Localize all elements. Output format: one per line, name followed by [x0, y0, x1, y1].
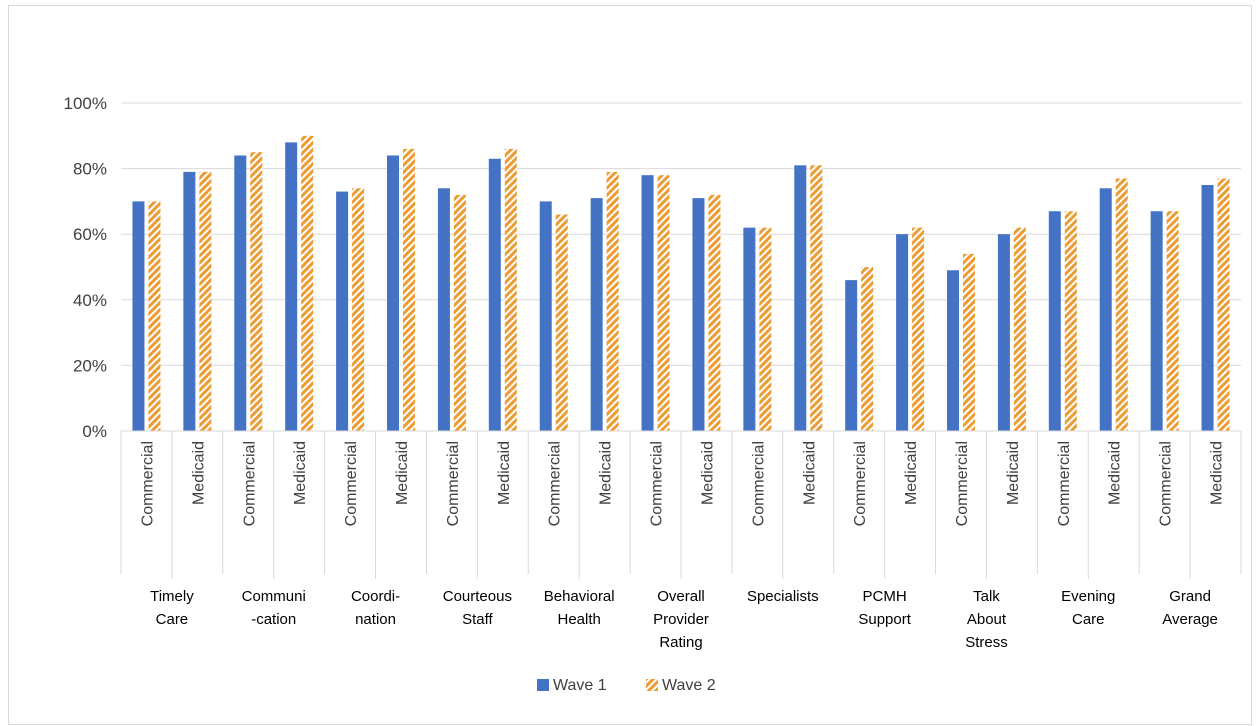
legend-label-wave-2: Wave 2 [662, 677, 716, 694]
bar-wave-1 [743, 227, 756, 431]
y-tick-label: 80% [73, 160, 107, 179]
y-tick-label: 100% [64, 94, 107, 113]
group-label: Overall Provider Rating [653, 588, 709, 651]
bar-wave-1 [488, 158, 501, 431]
bar-wave-1 [1048, 211, 1061, 431]
bar-wave-1 [1201, 185, 1214, 431]
group-label: Courteous Staff [443, 588, 512, 628]
bar-wave-2 [1115, 178, 1128, 431]
subcategory-label: Medicaid [903, 441, 920, 505]
legend-label-wave-1: Wave 1 [553, 677, 607, 694]
subcategory-label: Medicaid [1209, 441, 1226, 505]
bar-wave-1 [997, 234, 1010, 431]
bar-chart: 0% 20% 40% 60% 80% 100% Commercial Medicaid Com… [64, 94, 1242, 694]
group-label: Communi -cation [242, 588, 306, 628]
bar-wave-2 [148, 201, 161, 431]
subcategory-label: Commercial [649, 441, 666, 526]
group-label: Evening Care [1061, 588, 1115, 628]
bar-wave-2 [606, 171, 619, 431]
group-label: Specialists [747, 588, 819, 605]
group-label: Coordi-nation [351, 588, 400, 628]
bar-wave-2 [1166, 211, 1179, 431]
bar-wave-2 [352, 188, 365, 431]
subcategory-label: Commercial [445, 441, 462, 526]
group-label: Grand Average [1162, 588, 1218, 628]
bar-wave-2 [199, 171, 212, 431]
chart-frame: 0% 20% 40% 60% 80% 100% Commercial Medicaid Com… [8, 5, 1252, 725]
group-label: PCMH Support [858, 588, 911, 628]
bar-wave-1 [845, 280, 858, 431]
bar-wave-1 [437, 188, 450, 431]
y-tick-label: 20% [73, 356, 107, 375]
bar-wave-1 [590, 198, 603, 431]
bar-wave-2 [1217, 178, 1230, 431]
bar-wave-2 [1064, 211, 1077, 431]
legend-swatch-wave-1 [537, 679, 549, 691]
subcategory-label: Medicaid [190, 441, 207, 505]
bar-wave-2 [555, 214, 568, 431]
bar-wave-2 [453, 194, 466, 431]
subcategory-label: Medicaid [699, 441, 716, 505]
bar-wave-1 [1150, 211, 1163, 431]
subcategory-label: Commercial [241, 441, 258, 526]
bar-wave-2 [708, 194, 721, 431]
subcategory-label: Commercial [1158, 441, 1175, 526]
bar-wave-1 [947, 270, 959, 431]
bar-wave-2 [759, 227, 772, 431]
bar-wave-1 [539, 201, 552, 431]
subcategory-label: Commercial [750, 441, 767, 526]
bar-wave-2 [861, 267, 874, 431]
bar-wave-1 [794, 165, 807, 431]
subcategory-label: Commercial [343, 441, 360, 526]
bar-wave-1 [234, 155, 247, 432]
subcategory-label: Medicaid [1005, 441, 1022, 505]
subcategory-label: Medicaid [292, 441, 309, 505]
y-tick-label: 40% [73, 291, 107, 310]
bar-wave-2 [810, 165, 823, 431]
subcategory-label: Commercial [139, 441, 156, 526]
group-label: Behavioral Health [544, 588, 615, 628]
bar-wave-2 [301, 135, 314, 432]
group-label: Talk About Stress [965, 588, 1008, 651]
bar-wave-2 [963, 253, 975, 431]
subcategory-label: Medicaid [598, 441, 615, 505]
y-tick-label: 60% [73, 225, 107, 244]
bar-wave-1 [387, 155, 399, 432]
legend-swatch-wave-2 [646, 679, 658, 691]
bar-wave-1 [641, 175, 654, 431]
bar-wave-2 [403, 148, 415, 432]
bar-wave-1 [336, 191, 349, 431]
bar-wave-1 [896, 234, 909, 431]
bar-wave-1 [183, 171, 196, 431]
bar-wave-2 [657, 175, 670, 431]
y-tick-label: 0% [82, 422, 107, 441]
subcategory-label: Medicaid [496, 441, 513, 505]
group-label: Timely Care [150, 588, 194, 628]
subcategory-label: Commercial [547, 441, 564, 526]
subcategory-label: Medicaid [394, 441, 411, 505]
bar-wave-2 [504, 148, 517, 432]
bar-wave-1 [692, 198, 705, 431]
subcategory-label: Medicaid [1107, 441, 1124, 505]
bar-wave-1 [285, 142, 298, 432]
subcategory-label: Commercial [852, 441, 869, 526]
bar-wave-2 [912, 227, 925, 431]
bar-wave-1 [132, 201, 145, 431]
bar-wave-1 [1099, 188, 1112, 431]
bar-wave-2 [1013, 227, 1026, 431]
subcategory-label: Medicaid [801, 441, 818, 505]
subcategory-label: Commercial [954, 441, 971, 526]
subcategory-label: Commercial [1056, 441, 1073, 526]
bar-wave-2 [250, 152, 263, 431]
